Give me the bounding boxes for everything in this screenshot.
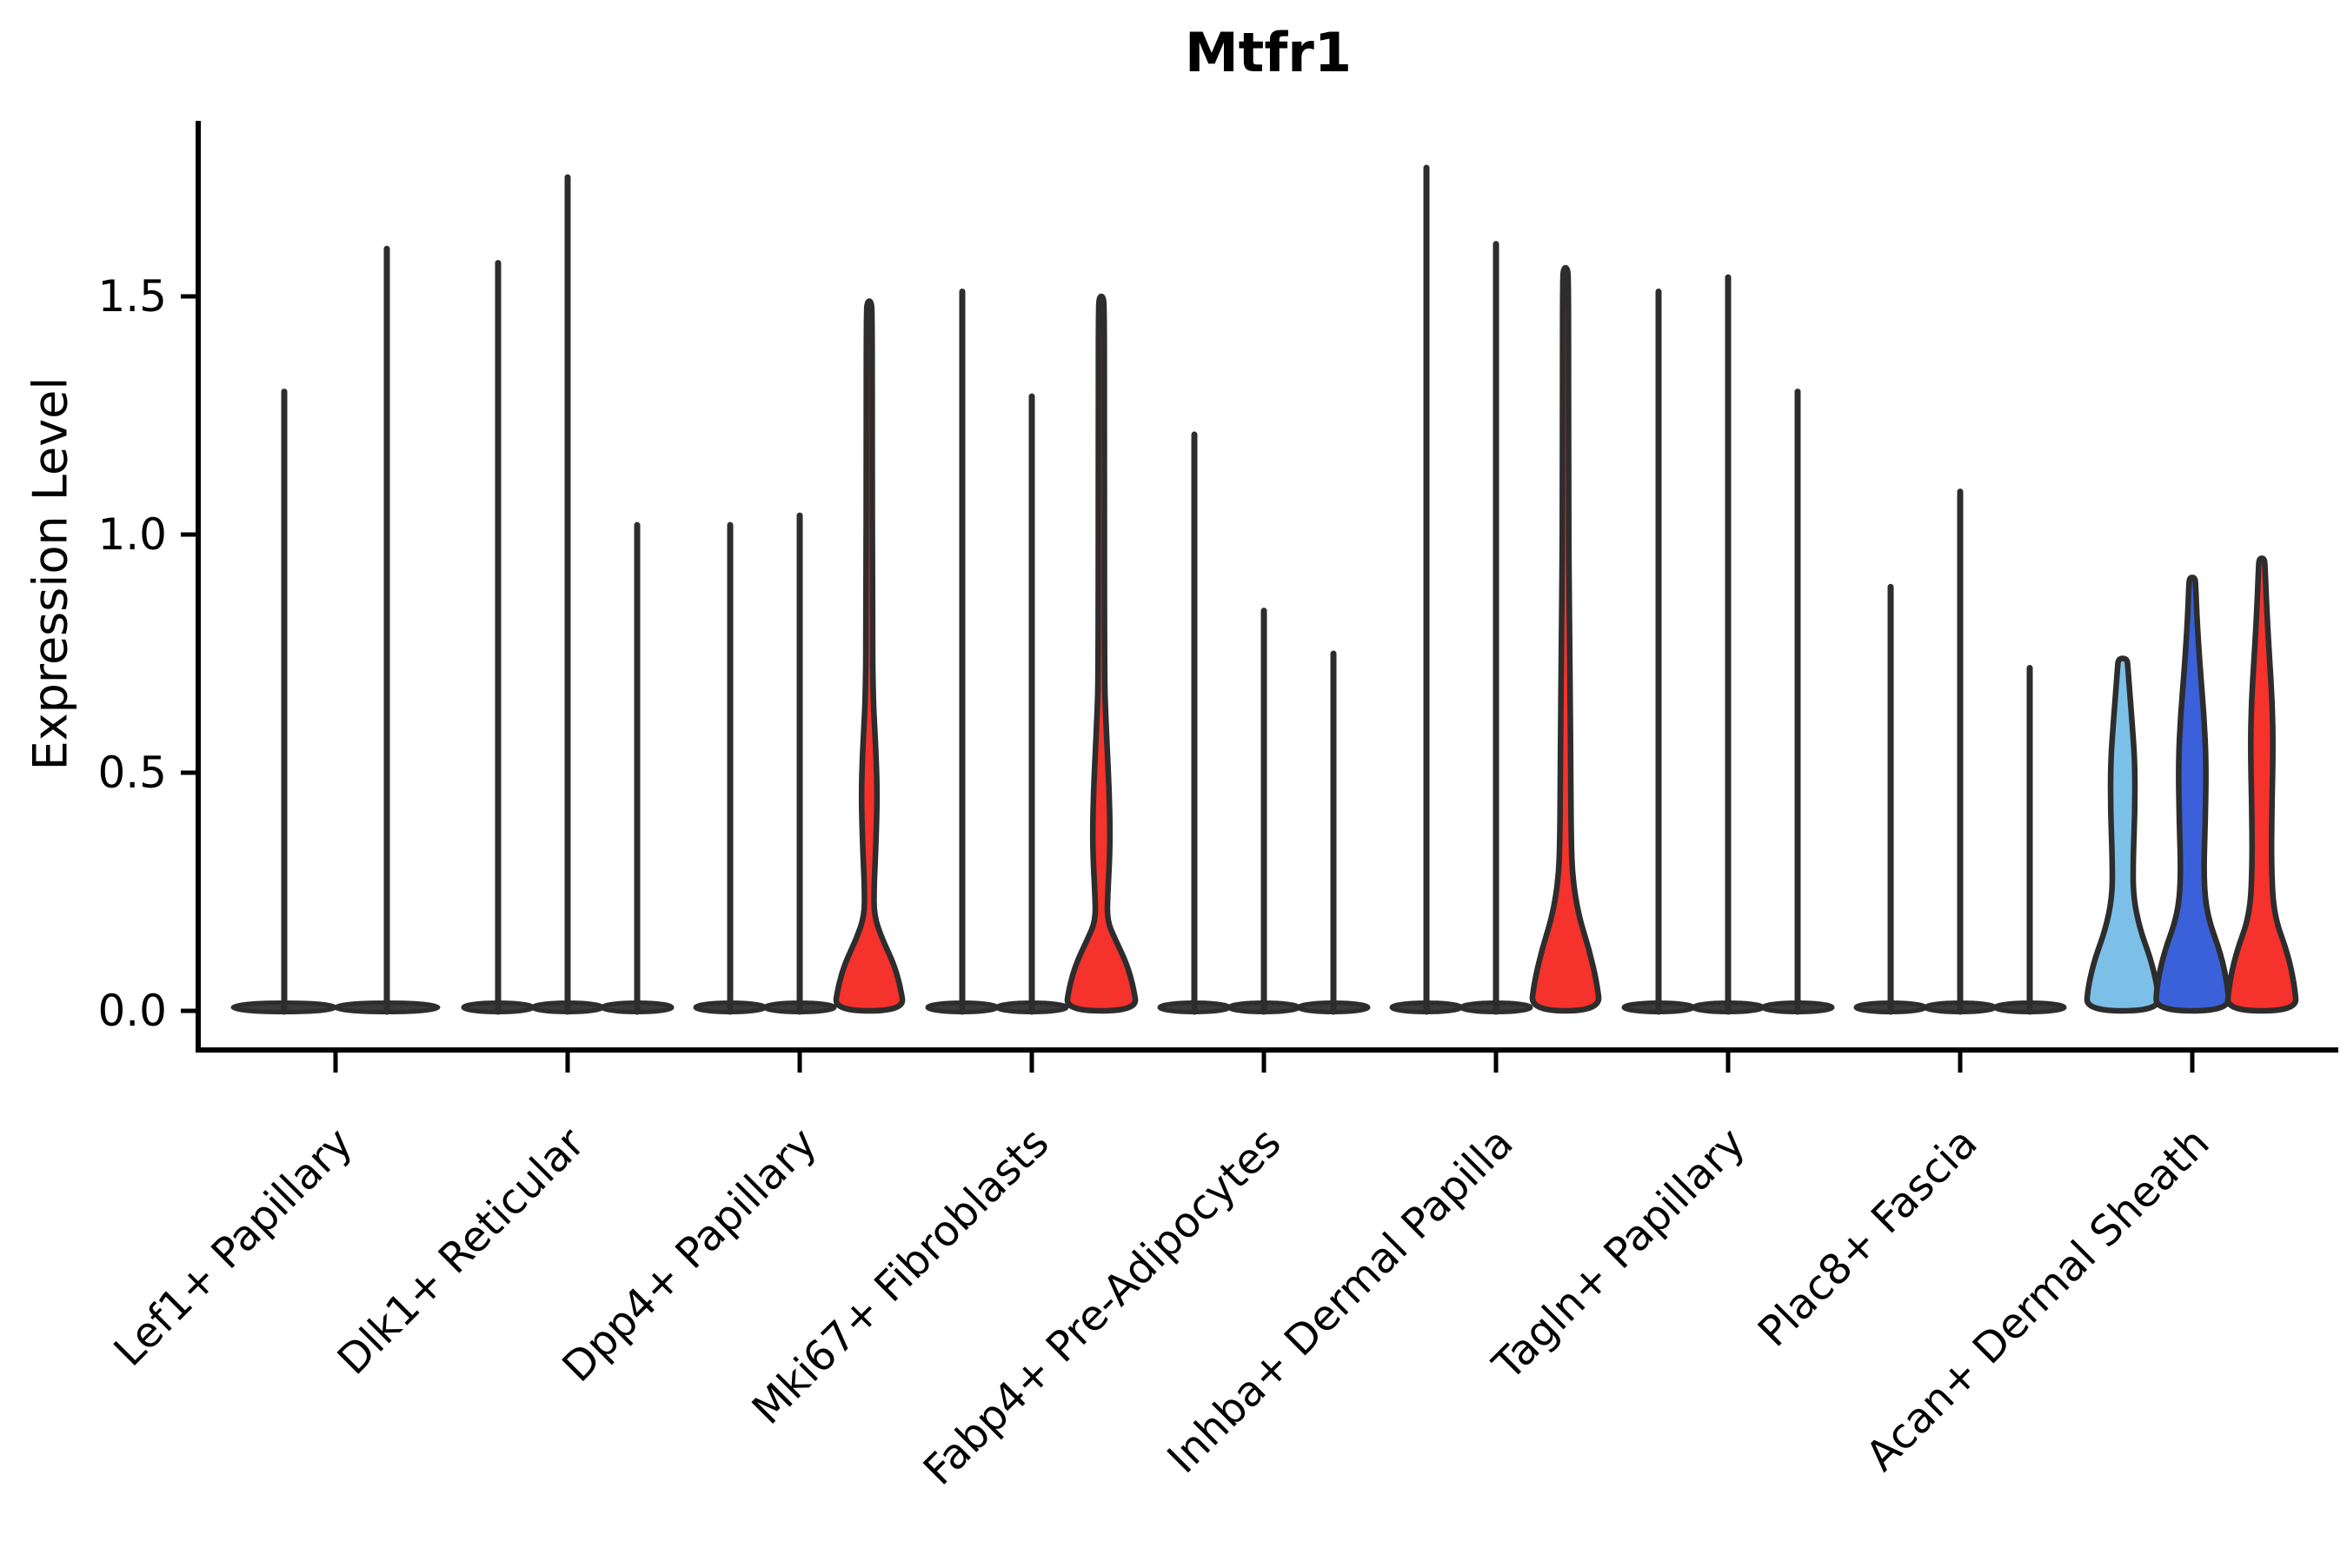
x-category-label: Plac8+ Fascia [1749, 1119, 1987, 1357]
violin-red [1064, 293, 1139, 1014]
violin-lightblue [2084, 655, 2162, 1014]
x-category-label: Dpp4+ Papillary [553, 1119, 826, 1392]
violin-blue [2153, 575, 2231, 1014]
x-category-label: Tagln+ Papillary [1483, 1119, 1754, 1390]
violin-red [2224, 555, 2299, 1014]
violin-red [833, 298, 906, 1014]
chart-title: Mtfr1 [1184, 21, 1353, 84]
y-tick-label: 1.5 [97, 271, 167, 322]
y-axis-label: Expression Level [23, 376, 78, 771]
y-tick-label: 0.0 [97, 986, 167, 1036]
x-category-label: Dlk1+ Reticular [329, 1119, 595, 1385]
violin-red [1529, 264, 1602, 1014]
x-category-label: Lef1+ Papillary [105, 1119, 362, 1376]
y-tick-label: 0.5 [97, 747, 167, 798]
y-tick-label: 1.0 [97, 509, 167, 560]
